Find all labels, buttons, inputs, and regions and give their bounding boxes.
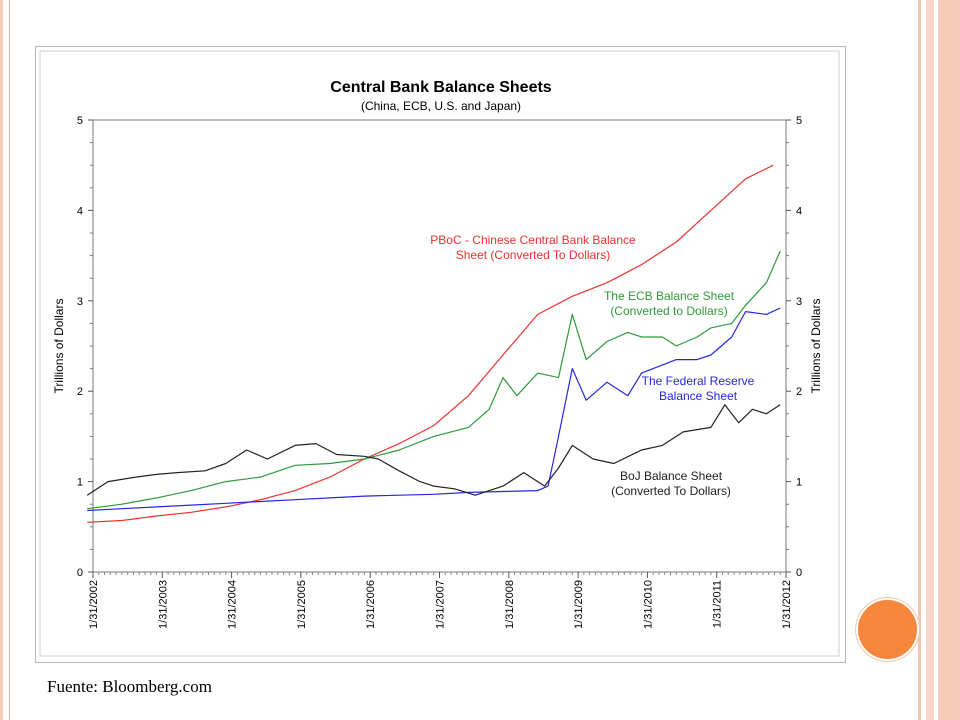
slide-border-right (938, 0, 960, 720)
series-line (87, 250, 781, 510)
y-tick-label-right: 1 (796, 477, 802, 489)
x-tick-label: 1/31/2006 (365, 580, 377, 629)
series-label: Sheet (Converted To Dollars) (456, 248, 611, 262)
y-tick-label-right: 4 (796, 205, 802, 217)
series-label: PBoC - Chinese Central Bank Balance (430, 233, 636, 247)
y-axis-label-left: Trillions of Dollars (52, 299, 66, 394)
y-tick-label-left: 4 (77, 205, 83, 217)
x-tick-label: 1/31/2010 (642, 580, 654, 629)
series-label: The ECB Balance Sheet (604, 289, 735, 303)
chart-panel: Central Bank Balance Sheets (China, ECB,… (35, 46, 846, 663)
chart-title: Central Bank Balance Sheets (330, 79, 552, 96)
chart-inner-border (39, 50, 840, 657)
y-axis-label-right: Trillions of Dollars (809, 299, 823, 394)
y-tick-label-right: 3 (796, 296, 802, 308)
x-tick-label: 1/31/2004 (227, 580, 239, 629)
x-tick-label: 1/31/2005 (296, 580, 308, 629)
slide-border-right (926, 0, 934, 720)
y-tick-label-right: 5 (796, 115, 802, 127)
series-line (86, 404, 781, 496)
slide-border-right (918, 0, 921, 720)
x-tick-label: 1/31/2009 (573, 580, 585, 629)
x-tick-label: 1/31/2002 (88, 580, 100, 629)
series-label: (Converted To Dollars) (611, 484, 731, 498)
x-tick-label: 1/31/2008 (504, 580, 516, 629)
line-chart: Central Bank Balance Sheets (China, ECB,… (39, 50, 840, 657)
x-tick-label: 1/31/2011 (712, 580, 724, 628)
plot-area (92, 119, 787, 573)
decorative-circle (856, 598, 919, 661)
series-line (87, 164, 774, 523)
series-label: The Federal Reserve (642, 374, 755, 388)
chart-subtitle: (China, ECB, U.S. and Japan) (361, 99, 521, 113)
series-label: BoJ Balance Sheet (620, 469, 723, 483)
y-tick-label-left: 2 (77, 386, 83, 398)
y-tick-label-left: 0 (77, 567, 83, 579)
y-tick-label-left: 3 (77, 296, 83, 308)
x-tick-label: 1/31/2007 (435, 580, 447, 629)
source-note: Fuente: Bloomberg.com (47, 677, 212, 696)
x-tick-label: 1/31/2012 (781, 580, 793, 629)
series-label: Balance Sheet (659, 389, 738, 403)
y-tick-label-right: 2 (796, 386, 802, 398)
y-tick-label-left: 5 (77, 115, 83, 127)
series-label: (Converted to Dollars) (610, 304, 727, 318)
series-line (87, 307, 781, 512)
y-tick-label-left: 1 (77, 477, 83, 489)
y-tick-label-right: 0 (796, 567, 802, 579)
slide-border-left (0, 0, 10, 720)
x-tick-label: 1/31/2003 (157, 580, 169, 629)
